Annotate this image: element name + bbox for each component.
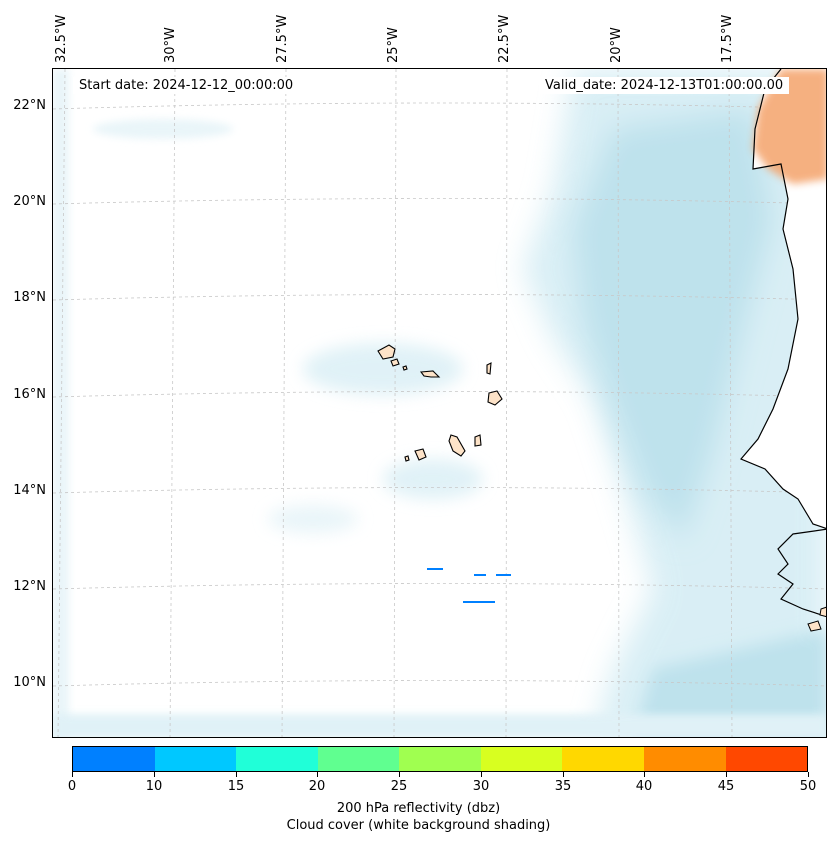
colorbar-segment (317, 747, 400, 771)
lat-label-12n: 12°N (13, 579, 46, 594)
colorbar-tick (481, 772, 482, 777)
gridline-lon-17-5 (728, 69, 733, 737)
cloud-patch-west (268, 505, 358, 533)
colorbar-segment (236, 747, 318, 771)
colorbar-segment (643, 747, 726, 771)
land-mauritania-senegal (741, 69, 826, 529)
colorbar-label: 200 hPa reflectivity (dbz) (336, 801, 501, 816)
graticule (53, 69, 826, 737)
gridline-lon-20 (617, 69, 620, 737)
start-date-label: Start date: 2024-12-12_00:00:00 (73, 77, 300, 94)
coastline-gambia-guinea (777, 528, 826, 617)
lon-label-20w: 20°W (609, 27, 624, 63)
colorbar-tick (399, 772, 400, 777)
lon-label-30w: 30°W (163, 27, 178, 63)
lat-label-20n: 20°N (13, 194, 46, 209)
colorbar-tick-label: 45 (717, 779, 735, 794)
cloud-patch-south-islands (383, 459, 483, 499)
colorbar-sublabel: Cloud cover (white background shading) (286, 818, 551, 833)
colorbar-tick-label: 15 (227, 779, 245, 794)
colorbar-tick (644, 772, 645, 777)
lon-label-32-5w: 32.5°W (54, 14, 69, 63)
island-maio (474, 434, 482, 447)
island-sao-vicente (390, 358, 400, 367)
lat-label-22n: 22°N (13, 98, 46, 113)
colorbar-tick-label: 25 (390, 779, 408, 794)
cloud-band-core (573, 109, 773, 539)
island-sal (486, 362, 492, 375)
gridline-lon-30 (169, 69, 176, 737)
island-santa-luzia (402, 365, 408, 371)
colorbar-tick (726, 772, 727, 777)
cloud-edge-left (53, 69, 69, 737)
colorbar-tick-label: 10 (145, 779, 163, 794)
colorbar-tick (317, 772, 318, 777)
island-brava (404, 455, 410, 462)
coastline-africa (740, 69, 826, 529)
lon-label-17-5w: 17.5°W (720, 14, 735, 63)
colorbar-tick-label: 20 (308, 779, 326, 794)
colorbar-tick (563, 772, 564, 777)
colorbar-tick-label: 30 (472, 779, 490, 794)
lat-label-14n: 14°N (13, 483, 46, 498)
island-fogo (414, 448, 427, 461)
gridline-lon-32-5 (57, 69, 66, 737)
colorbar-segment (154, 747, 237, 771)
colorbar-tick-label: 40 (635, 779, 653, 794)
colorbar (72, 746, 808, 772)
colorbar-segment (725, 747, 808, 771)
colorbar-tick-label: 0 (67, 779, 77, 794)
lon-label-25w: 25°W (386, 27, 401, 63)
gridline-lon-22-5 (505, 69, 508, 737)
colorbar-tick (808, 772, 809, 777)
colorbar-tick (72, 772, 73, 777)
african-land (740, 69, 826, 632)
lat-label-18n: 18°N (13, 290, 46, 305)
colorbar-tick-label: 35 (554, 779, 572, 794)
island-santo-antao (377, 344, 396, 360)
land-shading-north (753, 69, 826, 184)
lon-label-27-5w: 27.5°W (275, 14, 290, 63)
bissagos-islands (807, 606, 826, 632)
island-sao-nicolau (419, 370, 441, 378)
valid-date-label: Valid_date: 2024-12-13T01:00:00.00 (539, 77, 790, 94)
colorbar-segment (562, 747, 644, 771)
colorbar-segment (399, 747, 481, 771)
cloud-patch-north (93, 119, 233, 139)
colorbar-tick (154, 772, 155, 777)
island-santiago (448, 434, 466, 457)
lat-label-10n: 10°N (13, 675, 46, 690)
cape-verde-islands (377, 344, 503, 462)
lat-label-16n: 16°N (13, 387, 46, 402)
gridline-lon-25 (393, 69, 397, 737)
colorbar-tick (236, 772, 237, 777)
reflectivity-echoes (427, 568, 511, 603)
colorbar-tick-label: 50 (799, 779, 817, 794)
map-canvas (53, 69, 826, 737)
cloud-edge-bottom (53, 714, 826, 737)
lon-label-22-5w: 22.5°W (497, 14, 512, 63)
cloud-patch-islands (303, 343, 463, 395)
cloud-band-south (633, 629, 826, 737)
island-boa-vista (487, 390, 503, 406)
colorbar-segment (480, 747, 563, 771)
colorbar-segment (73, 747, 155, 771)
gridline-lon-27-5 (281, 69, 287, 737)
cloud-cover-shading (53, 69, 826, 737)
map-panel: Start date: 2024-12-12_00:00:00 Valid_da… (52, 68, 827, 738)
